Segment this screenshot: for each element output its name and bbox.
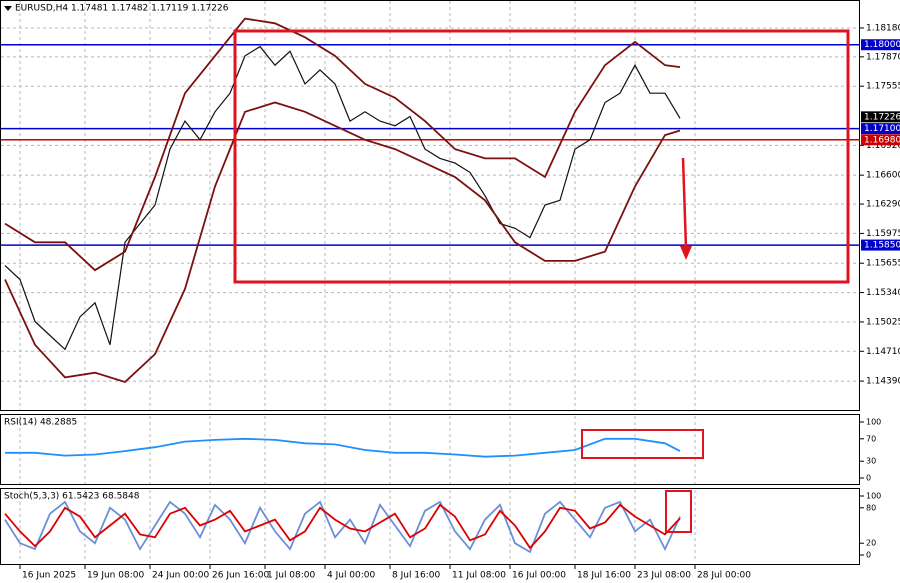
y-tick-label: 1.18180 [866,23,900,33]
rsi-panel [0,414,860,485]
rsi-title: RSI(14) 48.2885 [4,418,77,428]
x-tick-label: 24 Jun 00:00 [152,571,209,581]
y-tick-label: 80 [866,503,876,512]
x-tick-label: 8 Jul 16:00 [392,571,441,581]
y-tick-label: 30 [866,457,876,466]
x-tick-label: 16 Jun 2025 [22,571,76,581]
title-icon [4,6,12,11]
x-tick-label: 19 Jun 08:00 [87,571,144,581]
y-tick-label: 1.16920 [866,141,900,151]
price-label-box [861,111,900,123]
y-tick-label: 1.15975 [866,229,900,239]
x-tick-label: 28 Jul 00:00 [697,571,751,581]
x-tick-label: 4 Jul 00:00 [327,571,376,581]
level-label: 1.16980 [864,135,900,145]
y-tick-label: 70 [866,434,876,443]
level-label-box [861,39,900,51]
stoch-title: Stoch(5,3,3) 61.5423 68.5848 [4,492,140,502]
stoch-panel [0,488,860,565]
y-tick-label: 0 [866,474,871,483]
x-tick-label: 11 Jul 08:00 [452,571,506,581]
y-tick-label: 1.15655 [866,259,900,269]
level-label-box [861,239,900,251]
y-tick-label: 100 [866,492,881,501]
y-tick-label: 1.14710 [866,347,900,357]
price-label: 1.17226 [864,112,900,122]
y-tick-label: 20 [866,539,876,548]
y-tick-label: 100 [866,418,881,427]
x-tick-label: 26 Jun 16:00 [212,571,269,581]
level-label: 1.18000 [864,40,900,50]
series-line [4,45,681,351]
y-tick-label: 1.14390 [866,377,900,387]
y-tick-label: 1.15340 [866,288,900,298]
highlight-box [233,29,850,284]
y-tick-label: 1.15025 [866,317,900,327]
arrow [681,157,688,249]
series-line [4,500,681,554]
series-line [4,503,681,550]
series-line [4,101,681,384]
y-tick-label: 1.17870 [866,52,900,62]
series-line [4,17,681,272]
y-tick-label: 1.16290 [866,200,900,210]
y-tick-label: 1.16600 [866,171,900,181]
level-label-box [861,123,900,135]
level-label-box [861,134,900,146]
level-label: 1.17100 [864,124,900,134]
x-tick-label: 18 Jul 16:00 [577,571,631,581]
y-tick-label: 1.17555 [866,82,900,92]
x-tick-label: 16 Jul 00:00 [512,571,566,581]
x-tick-label: 23 Jul 08:00 [637,571,691,581]
x-tick-label: 1 Jul 08:00 [267,571,316,581]
series-line [5,437,681,458]
chart-title: EURUSD,H4 1.17481 1.17482 1.17119 1.1722… [15,4,229,14]
stoch-highlight [665,490,692,533]
main-panel [0,0,860,411]
rsi-highlight [581,429,704,459]
arrow-head [680,246,692,260]
level-label: 1.15850 [864,241,900,251]
y-tick-label: 0 [866,551,871,560]
